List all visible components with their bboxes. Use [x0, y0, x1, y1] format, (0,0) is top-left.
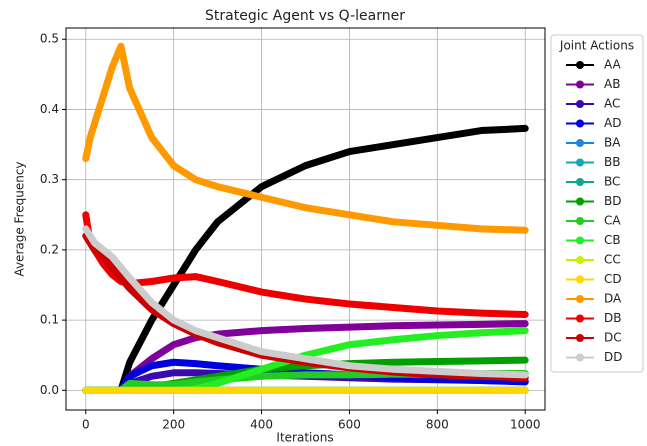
legend-label: DD [604, 350, 622, 364]
legend-label: CC [604, 253, 621, 267]
y-tick-label: 0.1 [40, 313, 59, 327]
x-tick-label: 0 [82, 418, 90, 432]
legend-box [550, 34, 644, 373]
legend-marker [576, 275, 584, 284]
legend-label: AB [604, 77, 620, 91]
legend-label: AA [604, 58, 622, 72]
x-axis-label: Iterations [276, 431, 333, 445]
legend-marker [576, 295, 584, 303]
legend-label: CD [604, 272, 622, 286]
x-tick-label: 400 [250, 418, 273, 432]
y-tick-label: 0.3 [40, 172, 59, 186]
legend-marker [576, 236, 584, 245]
legend-label: AC [604, 97, 620, 111]
legend-label: DC [604, 331, 622, 345]
x-tick-label: 600 [338, 418, 361, 432]
chart-title: Strategic Agent vs Q-learner [205, 8, 405, 24]
legend-marker [576, 353, 584, 362]
legend-marker [576, 197, 584, 206]
legend-title: Joint Actions [559, 39, 634, 53]
x-tick-label: 1000 [510, 418, 541, 432]
y-tick-label: 0.0 [40, 383, 59, 397]
legend-marker [576, 61, 584, 69]
legend-marker [576, 158, 584, 167]
legend-label: DB [604, 311, 621, 325]
y-tick-label: 0.2 [40, 242, 59, 256]
legend-label: AD [604, 116, 621, 130]
legend-marker [576, 334, 584, 342]
series-line [82, 42, 529, 234]
y-tick-label: 0.4 [40, 102, 59, 116]
x-tick-label: 800 [426, 418, 449, 432]
series-line [82, 211, 529, 318]
legend-marker [576, 314, 584, 323]
legend-label: BB [604, 155, 620, 169]
legend-label: BC [604, 175, 620, 189]
legend-label: DA [604, 292, 622, 306]
legend-marker [576, 178, 584, 186]
legend-marker [576, 100, 584, 108]
legend-label: BA [604, 136, 621, 150]
legend-marker [576, 217, 584, 225]
series-line [82, 225, 529, 379]
y-tick-label: 0.5 [40, 32, 59, 46]
legend-label: BD [604, 194, 621, 208]
plot-frame [65, 27, 546, 411]
legend-marker [576, 139, 584, 147]
legend-marker [576, 80, 584, 89]
x-tick-label: 200 [162, 418, 185, 432]
legend-label: CB [604, 233, 621, 247]
series-line [82, 124, 529, 394]
legend-label: CA [604, 214, 621, 228]
legend-marker [576, 119, 584, 128]
legend-marker [576, 256, 584, 264]
y-axis-label: Average Frequency [13, 161, 27, 276]
